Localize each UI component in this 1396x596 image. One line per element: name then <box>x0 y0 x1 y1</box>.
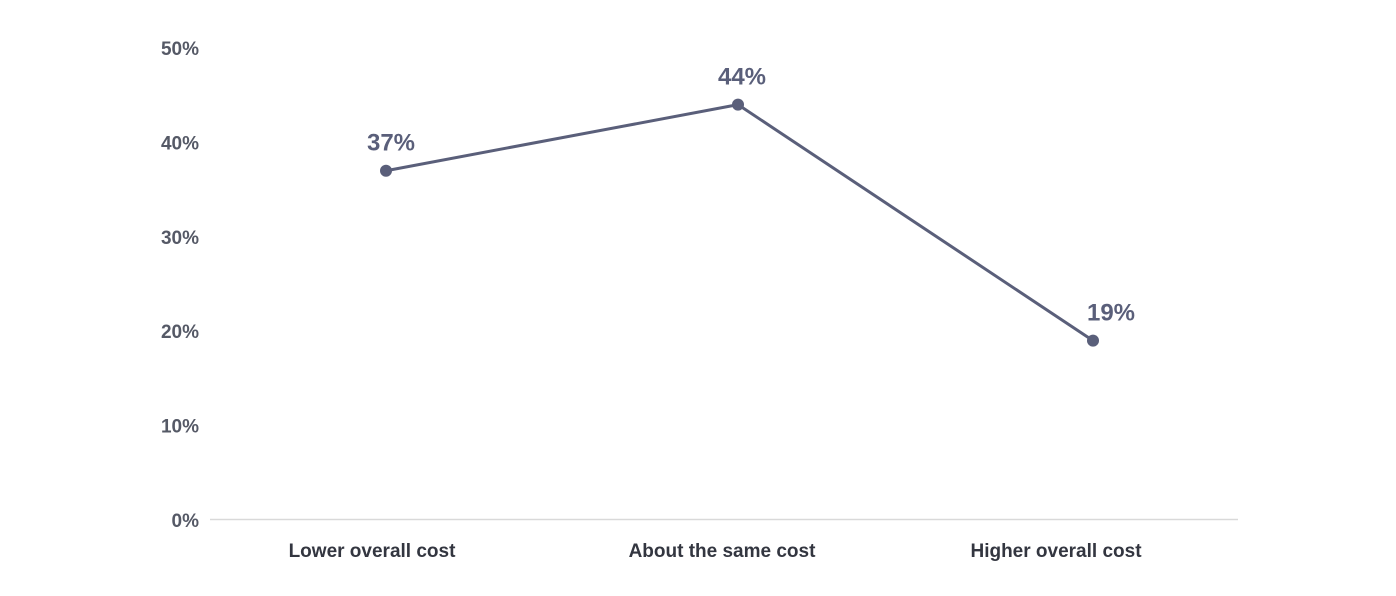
y-axis: 0% 10% 20% 30% 40% 50% <box>161 39 199 532</box>
data-labels: 37% 44% 19% <box>367 64 1135 327</box>
data-point <box>380 164 392 177</box>
y-tick-label: 0% <box>172 511 200 532</box>
data-label: 44% <box>718 64 766 91</box>
data-points <box>380 98 1099 347</box>
y-tick-label: 40% <box>161 133 199 154</box>
y-tick-label: 10% <box>161 417 199 438</box>
data-label: 19% <box>1087 300 1135 327</box>
x-tick-label: Higher overall cost <box>970 541 1142 562</box>
data-label: 37% <box>367 130 415 157</box>
data-point <box>732 98 744 111</box>
y-tick-label: 20% <box>161 322 199 343</box>
data-point <box>1087 334 1099 347</box>
y-tick-label: 30% <box>161 228 199 249</box>
series-line <box>385 103 1094 342</box>
y-tick-label: 50% <box>161 39 199 60</box>
x-axis: Lower overall cost About the same cost Hig… <box>289 541 1143 562</box>
x-tick-label: Lower overall cost <box>289 541 457 562</box>
x-tick-label: About the same cost <box>629 541 817 562</box>
